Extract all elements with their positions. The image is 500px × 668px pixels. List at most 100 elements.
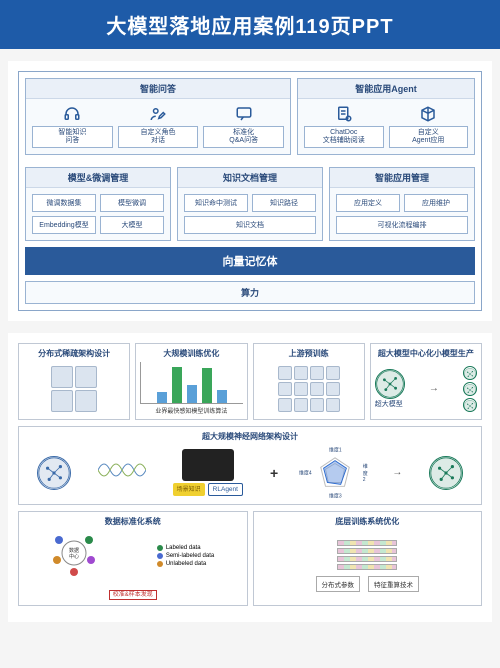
feature-label: 自定义Agent应用 — [389, 126, 469, 148]
thumbnail-icon — [51, 390, 73, 412]
capability-cell: 大模型 — [100, 216, 164, 234]
training-box-3: 超大模型中心化小模型生产超大模型 → — [370, 343, 482, 420]
box-title: 底层训练系统优化 — [258, 516, 478, 527]
legend-item: Unlabeled data — [157, 561, 214, 567]
chart-bar — [202, 368, 212, 403]
training-box-footer: 业界最快感知模型训练算法 — [140, 406, 242, 415]
training-box-title: 大规模训练优化 — [140, 348, 242, 359]
grid-thumb-icon — [278, 398, 292, 412]
training-box-title: 分布式稀疏架构设计 — [23, 348, 125, 359]
thumbnail-icon — [75, 366, 97, 388]
legend-item: Labeled data — [157, 545, 214, 551]
block-title: 智能应用Agent — [298, 79, 474, 99]
feature-item: ChatDoc文档辅助阅读 — [304, 105, 384, 148]
legend-dot-icon — [157, 553, 163, 559]
training-box-1: 大规模训练优化业界最快感知模型训练算法 — [135, 343, 247, 420]
nn-arch-title: 超大规模神经网络架构设计 — [23, 431, 477, 442]
grid-thumb-icon — [326, 398, 340, 412]
mid-block-1: 知识文档管理知识命中测试知识路径知识文档 — [177, 167, 323, 241]
headset-icon — [63, 105, 81, 123]
doc-chat-icon — [335, 105, 353, 123]
block-title: 模型&微调管理 — [26, 168, 170, 188]
chart-bar — [172, 367, 182, 403]
training-box-body — [23, 362, 125, 415]
capability-cell: 模型微调 — [100, 194, 164, 212]
nn-arch-design-box: 超大规模神经网络架构设计 场景知识RLAgent+维度1维度2维度3维度4→ — [18, 426, 482, 505]
training-box-body — [140, 362, 242, 404]
thumbnail-icon — [75, 390, 97, 412]
grid-thumb-icon — [278, 382, 292, 396]
training-box-body — [258, 362, 360, 415]
radar-axis-label: 维度4 — [299, 469, 312, 476]
mid-block-0: 模型&微调管理微调数据集模型微调Embedding模型大模型 — [25, 167, 171, 241]
grid-thumb-icon — [310, 382, 324, 396]
feature-label: 智能知识问答 — [32, 126, 113, 148]
legend-item: Semi-labeled data — [157, 553, 214, 559]
chat-icon — [235, 105, 253, 123]
wave-icon — [98, 456, 146, 489]
network-node-icon — [429, 456, 463, 490]
data-hub-icon: 数据中心 — [51, 530, 97, 581]
bar-chart — [140, 362, 242, 404]
top-block-1: 智能应用Agent ChatDoc文档辅助阅读自定义Agent应用 — [297, 78, 475, 155]
arrow-icon: → — [429, 383, 439, 394]
block-title: 智能问答 — [26, 79, 290, 99]
grid-thumb-icon — [310, 398, 324, 412]
capability-cell: 应用维护 — [404, 194, 468, 212]
feature-item: 智能知识问答 — [32, 105, 113, 148]
grid-thumb-icon — [278, 366, 292, 380]
grid-thumb-icon — [326, 366, 340, 380]
grid-thumb-icon — [310, 366, 324, 380]
grid-thumb-icon — [326, 382, 340, 396]
capability-cell: 可视化流程编排 — [336, 216, 468, 234]
slide-training: 分布式稀疏架构设计大规模训练优化业界最快感知模型训练算法上游预训练超大模型中心化… — [8, 333, 492, 622]
network-node-icon — [37, 456, 71, 490]
plus-icon: + — [270, 465, 278, 481]
feature-item: 自定义Agent应用 — [389, 105, 469, 148]
compute-bar: 算力 — [25, 281, 475, 304]
svg-text:数据: 数据 — [69, 547, 79, 554]
box-body: 分布式参数特征重算技术 — [258, 530, 478, 601]
chart-bar — [187, 385, 197, 403]
rlagent-label: RLAgent — [208, 483, 243, 496]
legend-dot-icon — [157, 545, 163, 551]
block-title: 智能应用管理 — [330, 168, 474, 188]
scene-label: 场景知识 — [173, 483, 205, 496]
grid-thumb-icon — [294, 398, 308, 412]
scene-screen: 场景知识RLAgent — [173, 449, 243, 496]
capability-cell: 知识路径 — [252, 194, 316, 212]
radar-axis-label: 维度2 — [363, 463, 368, 483]
block-title: 知识文档管理 — [178, 168, 322, 188]
network-node-icon — [463, 398, 477, 412]
training-optimize-box: 底层训练系统优化分布式参数特征重算技术 — [253, 511, 483, 606]
grid-thumb-icon — [294, 366, 308, 380]
person-edit-icon — [149, 105, 167, 123]
feature-label: ChatDoc文档辅助阅读 — [304, 126, 384, 148]
feature-item: 自定义角色对话 — [118, 105, 199, 148]
tech-label: 特征重算技术 — [368, 576, 419, 592]
sample-badge: 校准&样本发现 — [109, 590, 157, 600]
page-title: 大模型落地应用案例119页PPT — [0, 0, 500, 49]
data-standardization-box: 数据标准化系统数据中心Labeled dataSemi-labeled data… — [18, 511, 248, 606]
feature-label: 标准化Q&A问答 — [203, 126, 284, 148]
legend-label: Unlabeled data — [166, 561, 206, 567]
legend-label: Semi-labeled data — [166, 553, 214, 559]
capability-cell: Embedding模型 — [32, 216, 96, 234]
cube-icon — [419, 105, 437, 123]
svg-text:中心: 中心 — [69, 553, 79, 560]
capability-cell: 应用定义 — [336, 194, 400, 212]
radar-axis-label: 维度1 — [329, 446, 342, 453]
capability-cell: 知识文档 — [184, 216, 316, 234]
box-body: 数据中心 Labeled data Semi-labeled data Unlabel… — [23, 530, 243, 581]
capability-cell: 知识命中测试 — [184, 194, 248, 212]
network-node-icon — [463, 366, 477, 380]
training-box-title: 超大模型中心化小模型生产 — [375, 348, 477, 359]
mid-block-2: 智能应用管理应用定义应用维护可视化流程编排 — [329, 167, 475, 241]
chart-bar — [157, 392, 167, 403]
feature-label: 自定义角色对话 — [118, 126, 199, 148]
memory-bar: 向量记忆体 — [25, 247, 475, 275]
training-box-title: 上游预训练 — [258, 348, 360, 359]
hub-center-label: 超大模型 — [375, 399, 405, 409]
capability-cell: 微调数据集 — [32, 194, 96, 212]
training-box-0: 分布式稀疏架构设计 — [18, 343, 130, 420]
